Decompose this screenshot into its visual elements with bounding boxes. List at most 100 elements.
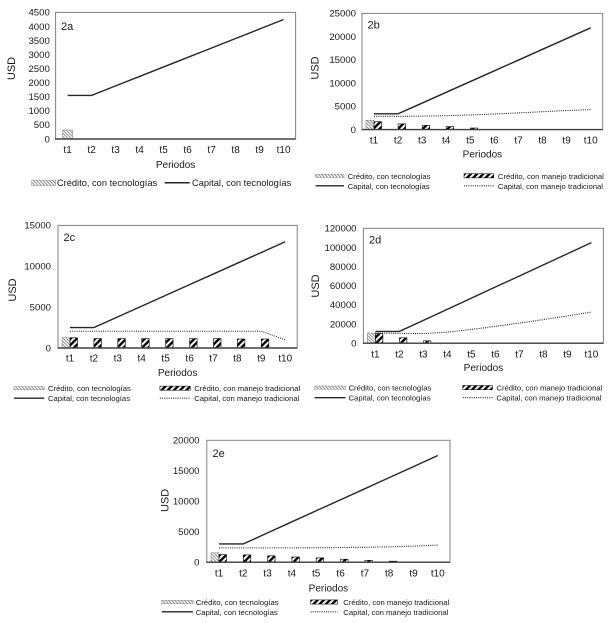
svg-text:t4: t4: [442, 136, 451, 147]
svg-text:Capital, con tecnologías: Capital, con tecnologías: [192, 178, 292, 188]
svg-text:t6: t6: [491, 350, 500, 361]
svg-text:60000: 60000: [330, 281, 357, 292]
svg-text:2a: 2a: [61, 21, 74, 33]
svg-text:1000: 1000: [28, 106, 49, 117]
svg-text:t5: t5: [312, 569, 321, 580]
svg-text:500: 500: [34, 120, 50, 131]
svg-text:5000: 5000: [178, 527, 199, 538]
svg-text:120000: 120000: [324, 224, 356, 235]
svg-text:Periodos: Periodos: [464, 363, 503, 374]
svg-text:Periodos: Periodos: [158, 368, 197, 379]
svg-text:Capital, con manejo tradiciona: Capital, con manejo tradicional: [194, 394, 299, 403]
svg-text:t7: t7: [514, 136, 523, 147]
svg-text:t10: t10: [277, 145, 291, 156]
svg-text:Capital, con manejo tradiciona: Capital, con manejo tradicional: [343, 608, 448, 617]
svg-text:5000: 5000: [30, 302, 51, 313]
svg-text:t3: t3: [418, 136, 427, 147]
svg-text:t10: t10: [431, 569, 445, 580]
svg-text:t5: t5: [159, 145, 168, 156]
svg-text:USD: USD: [6, 57, 18, 80]
svg-text:15000: 15000: [173, 466, 200, 477]
svg-text:0: 0: [46, 343, 51, 354]
svg-text:t2: t2: [394, 136, 403, 147]
svg-text:2000: 2000: [28, 78, 49, 89]
svg-text:t9: t9: [257, 354, 266, 365]
svg-text:Crédito, con tecnologías: Crédito, con tecnologías: [57, 178, 158, 188]
svg-text:t3: t3: [263, 569, 272, 580]
svg-text:USD: USD: [309, 56, 321, 79]
svg-text:t5: t5: [467, 350, 476, 361]
svg-text:0: 0: [351, 339, 356, 350]
svg-text:Capital, con tecnologías: Capital, con tecnologías: [349, 394, 431, 403]
svg-text:t10: t10: [584, 136, 598, 147]
svg-text:t6: t6: [490, 136, 499, 147]
svg-text:4500: 4500: [28, 8, 49, 19]
svg-text:15000: 15000: [329, 55, 356, 66]
svg-text:t4: t4: [138, 354, 147, 365]
svg-text:t2: t2: [87, 145, 96, 156]
svg-text:t8: t8: [539, 350, 548, 361]
svg-text:t1: t1: [371, 350, 380, 361]
svg-text:20000: 20000: [329, 32, 356, 43]
svg-text:t6: t6: [183, 145, 192, 156]
svg-text:t5: t5: [466, 136, 475, 147]
svg-text:t8: t8: [233, 354, 242, 365]
svg-text:Crédito, con manejo tradiciona: Crédito, con manejo tradicional: [194, 384, 300, 393]
svg-text:t6: t6: [185, 354, 194, 365]
svg-text:t4: t4: [288, 569, 297, 580]
svg-text:40000: 40000: [330, 300, 357, 311]
svg-text:t9: t9: [563, 350, 572, 361]
svg-text:t5: t5: [161, 354, 170, 365]
svg-text:t9: t9: [409, 569, 418, 580]
svg-text:t7: t7: [207, 145, 216, 156]
svg-text:0: 0: [194, 558, 199, 569]
svg-text:20000: 20000: [330, 319, 357, 330]
svg-text:Crédito, con tecnologías: Crédito, con tecnologías: [349, 384, 432, 393]
svg-text:t10: t10: [278, 354, 292, 365]
svg-text:10000: 10000: [173, 497, 200, 508]
svg-text:0: 0: [351, 125, 356, 136]
svg-text:Crédito, con tecnologías: Crédito, con tecnologías: [348, 172, 431, 181]
svg-text:Capital, con tecnologías: Capital, con tecnologías: [348, 182, 430, 191]
svg-text:Capital, con manejo tradiciona: Capital, con manejo tradicional: [498, 182, 603, 191]
svg-text:4000: 4000: [28, 22, 49, 33]
svg-text:Crédito, con tecnologías: Crédito, con tecnologías: [48, 384, 131, 393]
svg-text:t4: t4: [135, 145, 144, 156]
svg-text:t6: t6: [336, 569, 345, 580]
svg-text:t1: t1: [370, 136, 379, 147]
svg-text:15000: 15000: [24, 221, 51, 232]
svg-text:10000: 10000: [329, 78, 356, 89]
svg-text:20000: 20000: [173, 436, 200, 447]
svg-text:0: 0: [44, 134, 49, 145]
svg-text:2c: 2c: [64, 232, 76, 244]
svg-text:3000: 3000: [28, 50, 49, 61]
svg-text:t1: t1: [66, 354, 75, 365]
svg-text:t8: t8: [538, 136, 547, 147]
svg-text:Capital, con tecnologías: Capital, con tecnologías: [196, 608, 278, 617]
svg-text:80000: 80000: [330, 262, 357, 273]
svg-text:t3: t3: [419, 350, 428, 361]
svg-text:t8: t8: [385, 569, 394, 580]
svg-text:Capital, con tecnologías: Capital, con tecnologías: [48, 394, 130, 403]
svg-text:100000: 100000: [324, 243, 356, 254]
svg-text:USD: USD: [310, 274, 322, 297]
svg-text:1500: 1500: [28, 92, 49, 103]
svg-text:t7: t7: [515, 350, 524, 361]
svg-text:t1: t1: [215, 569, 224, 580]
svg-text:Capital, con manejo tradiciona: Capital, con manejo tradicional: [496, 394, 601, 403]
svg-text:3500: 3500: [28, 36, 49, 47]
svg-text:25000: 25000: [329, 9, 356, 20]
svg-text:t9: t9: [562, 136, 571, 147]
svg-text:2e: 2e: [213, 448, 225, 460]
svg-text:USD: USD: [160, 489, 172, 512]
svg-text:t2: t2: [395, 350, 404, 361]
svg-text:2b: 2b: [368, 20, 380, 32]
svg-text:Crédito, con manejo tradiciona: Crédito, con manejo tradicional: [496, 384, 602, 393]
svg-text:t3: t3: [114, 354, 123, 365]
svg-text:t3: t3: [111, 145, 120, 156]
svg-text:Periodos: Periodos: [156, 160, 195, 171]
svg-text:t1: t1: [63, 145, 72, 156]
svg-text:Periodos: Periodos: [463, 150, 502, 161]
svg-text:t4: t4: [443, 350, 452, 361]
svg-text:Periodos: Periodos: [309, 584, 348, 595]
